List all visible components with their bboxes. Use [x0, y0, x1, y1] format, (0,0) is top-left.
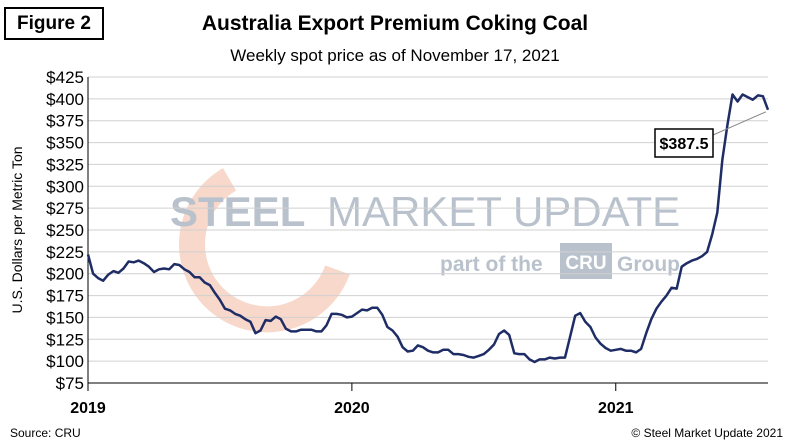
gridlines [88, 76, 768, 384]
watermark-brand-bold: STEEL [170, 188, 305, 235]
watermark-cru-text: CRU [565, 253, 606, 274]
watermark-logo: STEEL MARKET UPDATE part of the CRU Grou… [170, 168, 680, 333]
figure-label: Figure 2 [4, 7, 104, 40]
source-note: Source: CRU [10, 426, 81, 440]
x-tick-label: 2020 [334, 400, 370, 417]
y-tick-label: $250 [46, 221, 84, 240]
y-axis: $75 $100 $125 $150 $175 $200 $225 $250 $275 $300 $… [46, 68, 89, 393]
y-tick-label: $125 [46, 330, 84, 349]
x-axis: 2019 2020 2021 [70, 382, 768, 417]
annotation-box [654, 128, 714, 158]
y-tick-label: $350 [46, 134, 84, 153]
y-tick-label: $100 [46, 352, 84, 371]
watermark-cru-box [560, 243, 612, 279]
y-tick-label: $200 [46, 265, 84, 284]
chart-subtitle: Weekly spot price as of November 17, 202… [230, 46, 560, 65]
y-tick-label: $75 [56, 374, 84, 393]
watermark-tagline-pre: part of the [440, 253, 543, 276]
y-tick-label: $275 [46, 199, 84, 218]
x-tick-label: 2019 [70, 400, 106, 417]
y-tick-label: $175 [46, 287, 84, 306]
y-tick-label: $425 [46, 68, 84, 87]
y-axis-label: U.S. Dollars per Metric Ton [9, 146, 25, 313]
watermark-brand-rest: MARKET UPDATE [327, 188, 680, 235]
y-tick-label: $375 [46, 112, 84, 131]
series-line [86, 93, 770, 364]
annotation-leader [712, 111, 767, 136]
y-tick-label: $300 [46, 177, 84, 196]
x-tick-label: 2021 [598, 400, 634, 417]
copyright-note: © Steel Market Update 2021 [631, 426, 783, 440]
watermark-arc [179, 168, 350, 333]
y-tick-label: $325 [46, 155, 84, 174]
y-tick-label: $400 [46, 90, 84, 109]
y-tick-label: $150 [46, 308, 84, 327]
y-tick-label: $225 [46, 243, 84, 262]
chart-title: Australia Export Premium Coking Coal [201, 12, 589, 35]
watermark-tagline-post: Group [617, 253, 680, 276]
watermark-brand: STEEL MARKET UPDATE [170, 188, 680, 235]
annotation-label: $387.5 [660, 136, 709, 153]
